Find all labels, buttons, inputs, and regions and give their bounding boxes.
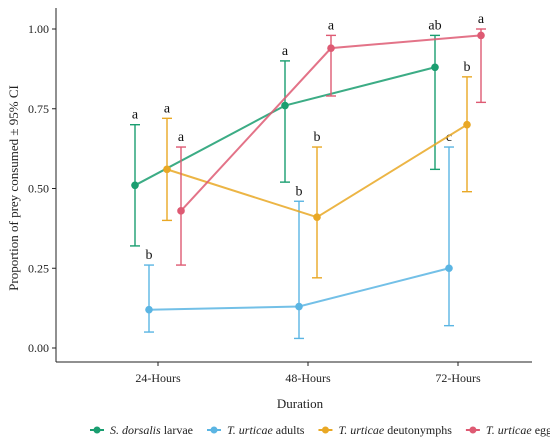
data-point [177, 207, 185, 215]
legend-label-species: T. urticae [486, 423, 532, 437]
legend-item-3: T. urticae eggs [465, 423, 550, 437]
legend-swatch-point [321, 426, 329, 434]
x-tick-label: 24-Hours [135, 371, 181, 385]
series-1: b b c [144, 130, 454, 340]
significance-label: b [464, 60, 471, 75]
significance-label: b [314, 130, 321, 145]
data-point [313, 213, 321, 222]
y-tick-label: 0.75 [28, 102, 49, 116]
y-tick-label: 0.25 [28, 261, 49, 275]
data-point [327, 44, 335, 52]
legend-label-species: S. dorsalis [110, 423, 161, 437]
significance-label: a [164, 101, 171, 116]
data-point [163, 165, 171, 174]
significance-label: a [478, 12, 485, 27]
x-tick-label: 72-Hours [435, 371, 481, 385]
legend-swatch-point [93, 426, 101, 434]
data-point [281, 101, 289, 110]
y-tick-label: 1.00 [28, 22, 49, 36]
legend-item-2: T. urticae deutonymphs [318, 423, 452, 437]
legend-swatch-point [210, 426, 218, 434]
axes: 0.00 0.25 0.50 0.75 1.00 24-Hours 48-Hours 72-H… [28, 8, 532, 385]
legend-label: T. urticae deutonymphs [338, 423, 452, 437]
y-axis-title: Proportion of prey consumed ± 95% CI [6, 85, 21, 291]
x-axis-title: Duration [277, 396, 324, 411]
significance-label: a [328, 18, 335, 33]
legend-item-0: S. dorsalis larvae [90, 423, 193, 437]
legend-label-species: T. urticae [338, 423, 384, 437]
series-2: a b b [162, 60, 472, 279]
legend-label-stage: larvae [161, 423, 193, 437]
legend-label: T. urticae eggs [486, 423, 550, 437]
significance-label: b [146, 248, 153, 263]
series-3: a a a [176, 12, 486, 266]
data-point [445, 264, 453, 273]
data-point [295, 302, 303, 311]
significance-label: c [446, 130, 452, 145]
legend-label: T. urticae adults [227, 423, 305, 437]
legend-label-stage: eggs [532, 423, 550, 437]
data-point [131, 181, 139, 190]
data-point [463, 120, 471, 129]
x-tick-label: 48-Hours [285, 371, 331, 385]
data-point [431, 63, 439, 72]
significance-label: a [132, 108, 139, 123]
significance-label: b [296, 184, 303, 199]
data-point [477, 31, 485, 40]
y-tick-label: 0.50 [28, 182, 49, 196]
y-tick-label: 0.00 [28, 341, 49, 355]
legend-label-stage: deutonymphs [384, 423, 452, 437]
legend-label-stage: adults [273, 423, 305, 437]
legend: S. dorsalis larvae T. urticae adults T. ur… [90, 423, 550, 437]
legend-label-species: T. urticae [227, 423, 273, 437]
data-point [145, 305, 153, 314]
significance-label: a [178, 130, 185, 145]
legend-label: S. dorsalis larvae [110, 423, 193, 437]
legend-item-1: T. urticae adults [207, 423, 305, 437]
legend-swatch-point [469, 426, 477, 434]
significance-label: a [282, 44, 289, 59]
significance-label: ab [428, 18, 441, 33]
